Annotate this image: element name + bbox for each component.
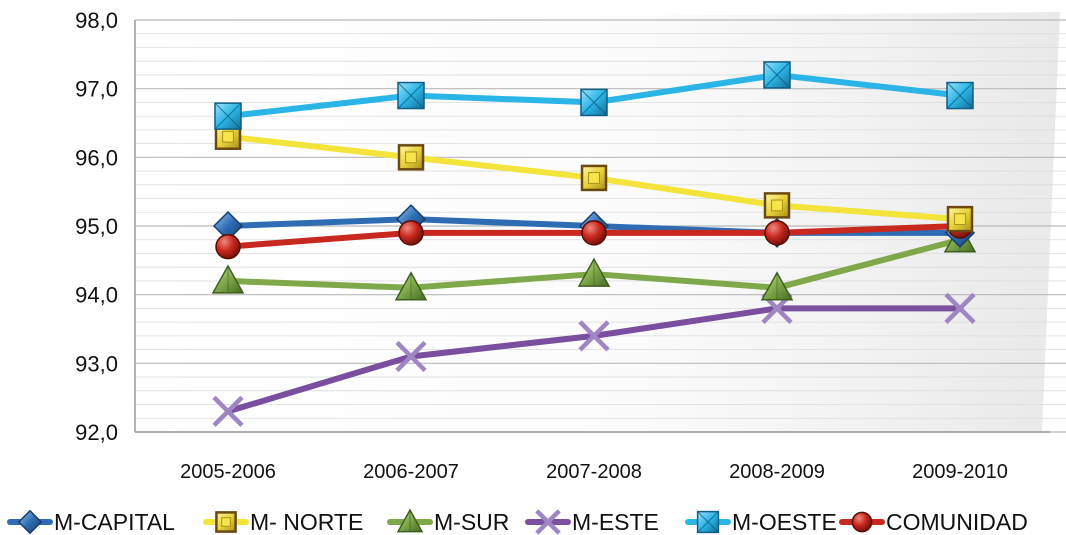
data-point (764, 220, 790, 246)
series-m-sur (211, 223, 977, 301)
data-point (851, 511, 873, 533)
data-point (17, 509, 43, 535)
y-tick-label: 93,0 (75, 351, 118, 376)
legend-item-m-norte: M- NORTE (203, 509, 363, 535)
legend-label: M- NORTE (250, 509, 363, 535)
data-point (944, 292, 976, 324)
legend-label: M-CAPITAL (54, 509, 175, 535)
series-m-oeste (214, 61, 974, 130)
legend-item-comunidad: COMUNIDAD (839, 509, 1028, 535)
data-point (214, 102, 242, 130)
data-point (763, 192, 791, 219)
data-point (696, 510, 720, 534)
y-tick-label: 98,0 (75, 8, 118, 33)
legend-item-m-sur: M-SUR (387, 508, 509, 535)
data-point (760, 271, 794, 301)
data-point (395, 340, 427, 373)
data-point (215, 233, 241, 260)
data-point (581, 220, 607, 246)
legend-item-m-oeste: M-OESTE (685, 509, 837, 535)
data-point (763, 61, 791, 89)
data-point (397, 144, 425, 171)
x-tick-label: 2006-2007 (363, 461, 459, 483)
data-point (394, 271, 428, 301)
data-point (535, 509, 561, 535)
data-point (211, 264, 245, 294)
y-tick-label: 97,0 (75, 77, 118, 102)
legend-item-m-este: M-ESTE (525, 509, 659, 535)
x-tick-label: 2008-2009 (729, 461, 825, 483)
data-point (946, 81, 974, 110)
y-tick-label: 96,0 (75, 145, 118, 170)
legend-item-m-capital: M-CAPITAL (7, 509, 175, 535)
legend-label: M-ESTE (572, 509, 659, 535)
legend-label: COMUNIDAD (886, 509, 1028, 535)
data-point (215, 511, 237, 533)
data-point (580, 88, 608, 117)
data-point (396, 508, 424, 533)
legend-label: M-SUR (434, 509, 509, 535)
x-tick-label: 2007-2008 (546, 461, 642, 483)
legend-label: M-OESTE (732, 509, 837, 535)
y-tick-label: 94,0 (75, 283, 118, 308)
data-point (212, 395, 244, 427)
x-tick-label: 2005-2006 (180, 461, 276, 483)
data-point (577, 257, 611, 287)
data-point (397, 81, 425, 110)
data-point (946, 205, 974, 233)
data-point (398, 220, 424, 246)
x-tick-label: 2009-2010 (912, 461, 1008, 483)
data-point (580, 164, 608, 192)
data-point (578, 320, 610, 352)
y-tick-label: 95,0 (75, 214, 118, 239)
y-tick-label: 92,0 (75, 420, 118, 445)
